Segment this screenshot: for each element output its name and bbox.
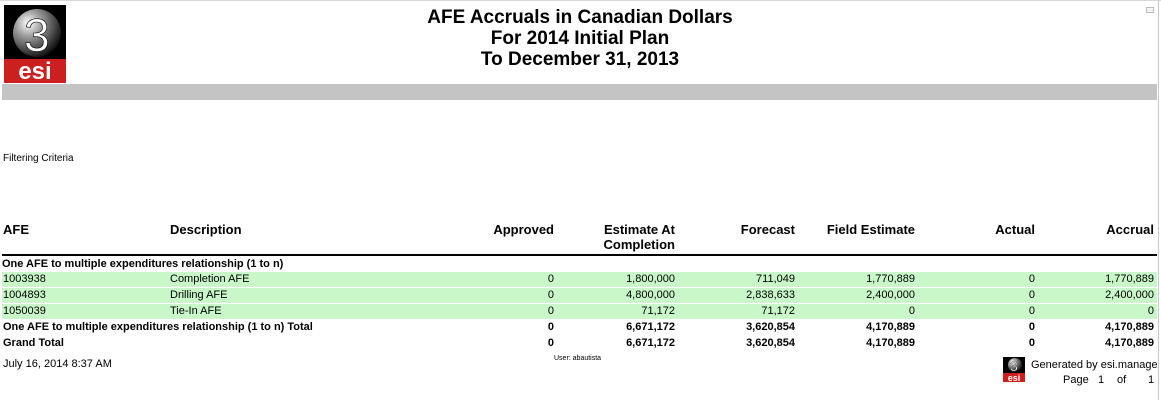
table-row: 1004893 Drilling AFE 0 4,800,000 2,838,6… [2,288,1157,303]
cell-description: Tie-In AFE [170,305,222,317]
page-label: Page [1063,374,1089,386]
cell-field-estimate: 2,400,000 [866,289,915,301]
header-band [2,84,1157,100]
cell-accrual: 1,770,889 [1105,273,1154,285]
cell-actual: 0 [1028,273,1035,285]
cell-actual: 0 [1028,305,1035,317]
generated-by: Generated by esi.manage [1031,359,1158,371]
col-header-description: Description [170,222,242,237]
cell-description: Completion AFE [170,273,250,285]
cell-field-estimate: 4,170,889 [866,337,915,349]
cell-description: Drilling AFE [170,289,228,301]
title-line-1: AFE Accruals in Canadian Dollars [427,7,733,28]
cell-estimate: 1,800,000 [626,273,675,285]
group-total-row: One AFE to multiple expenditures relatio… [2,320,1157,335]
cell-approved: 0 [547,289,554,301]
cell-approved: 0 [547,321,554,333]
title-line-3: To December 31, 2013 [480,49,680,70]
col-header-estimate-line2: Completion [603,237,676,252]
esi-small-logo: 3 esi [1003,357,1025,382]
col-header-forecast: Forecast [740,222,795,237]
cell-actual: 0 [1028,337,1035,349]
cell-approved: 0 [547,273,554,285]
cell-accrual: 2,400,000 [1105,289,1154,301]
report-user: User: abautista [554,355,602,362]
page-of-label: of [1117,374,1127,386]
logo-three: 3 [24,9,50,61]
cell-forecast: 2,838,633 [746,289,795,301]
small-logo-esi: esi [1008,373,1021,382]
page-number: 1 [1098,374,1105,386]
cell-field-estimate: 4,170,889 [866,321,915,333]
cell-accrual: 0 [1147,305,1154,317]
table-row: 1050039 Tie-In AFE 0 71,172 71,172 0 0 0 [2,304,1157,319]
col-header-approved: Approved [493,222,554,237]
group-title: One AFE to multiple expenditures relatio… [2,258,284,270]
cell-forecast: 3,620,854 [746,337,795,349]
cell-accrual: 4,170,889 [1105,321,1154,333]
cell-forecast: 3,620,854 [746,321,795,333]
cell-estimate: 4,800,000 [626,289,675,301]
col-header-estimate: Estimate At Completion [555,222,676,252]
col-header-accrual: Accrual [1106,222,1154,237]
cell-actual: 0 [1028,289,1035,301]
filtering-criteria-label: Filtering Criteria [3,153,74,164]
cell-approved: 0 [547,337,554,349]
table-row: 1003938 Completion AFE 0 1,800,000 711,0… [2,272,1157,287]
title-line-2: For 2014 Initial Plan [490,28,670,49]
group-total-label: One AFE to multiple expenditures relatio… [3,321,313,333]
cell-afe: 1003938 [3,273,46,285]
cell-estimate: 71,172 [641,305,675,317]
report-date: July 16, 2014 8:37 AM [3,358,112,370]
header-rule [2,254,1157,256]
cell-actual: 0 [1028,321,1035,333]
cell-field-estimate: 0 [908,305,915,317]
cell-afe: 1050039 [3,305,46,317]
esi-logo: 3 esi [4,5,66,83]
col-header-afe: AFE [3,222,29,237]
cell-accrual: 4,170,889 [1105,337,1154,349]
corner-marker [1146,7,1154,13]
cell-forecast: 71,172 [761,305,795,317]
cell-field-estimate: 1,770,889 [866,273,915,285]
logo-esi: esi [18,58,51,83]
cell-estimate: 6,671,172 [626,321,675,333]
right-border [1158,0,1159,400]
cell-estimate: 6,671,172 [626,337,675,349]
page-total: 1 [1148,374,1155,386]
col-header-estimate-line1: Estimate At [603,222,675,237]
cell-afe: 1004893 [3,289,46,301]
grand-total-row: Grand Total 0 6,671,172 3,620,854 4,170,… [2,336,1157,351]
report-title: AFE Accruals in Canadian Dollars For 201… [380,7,780,70]
cell-forecast: 711,049 [756,273,795,285]
cell-approved: 0 [547,305,554,317]
grand-total-label: Grand Total [3,337,64,349]
col-header-actual: Actual [995,222,1035,237]
small-logo-three: 3 [1010,358,1018,374]
col-header-field-estimate: Field Estimate [826,222,915,237]
top-border [0,0,1161,1]
